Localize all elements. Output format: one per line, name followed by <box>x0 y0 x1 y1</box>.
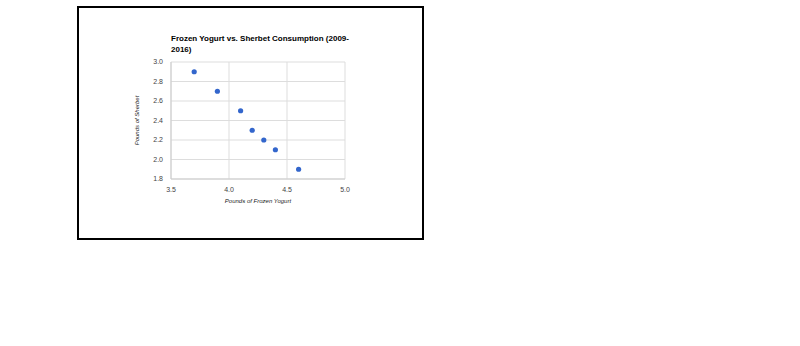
svg-text:4.0: 4.0 <box>224 186 234 193</box>
svg-text:Pounds of Sherbet: Pounds of Sherbet <box>134 95 140 145</box>
svg-text:Pounds of Frozen Yogurt: Pounds of Frozen Yogurt <box>225 198 292 204</box>
svg-text:2.2: 2.2 <box>153 136 163 143</box>
svg-text:2.0: 2.0 <box>153 156 163 163</box>
svg-text:1.8: 1.8 <box>153 175 163 182</box>
svg-text:3.0: 3.0 <box>153 58 163 65</box>
svg-text:2.6: 2.6 <box>153 97 163 104</box>
svg-text:4.5: 4.5 <box>282 186 292 193</box>
svg-text:2.4: 2.4 <box>153 117 163 124</box>
svg-text:5.0: 5.0 <box>340 186 350 193</box>
svg-text:3.5: 3.5 <box>166 186 176 193</box>
html-text:Frozen Yogurt vs. Sherbet Cons: Frozen Yogurt vs. Sherbet Consumption (2… <box>171 34 349 54</box>
svg-text:2.8: 2.8 <box>153 78 163 85</box>
